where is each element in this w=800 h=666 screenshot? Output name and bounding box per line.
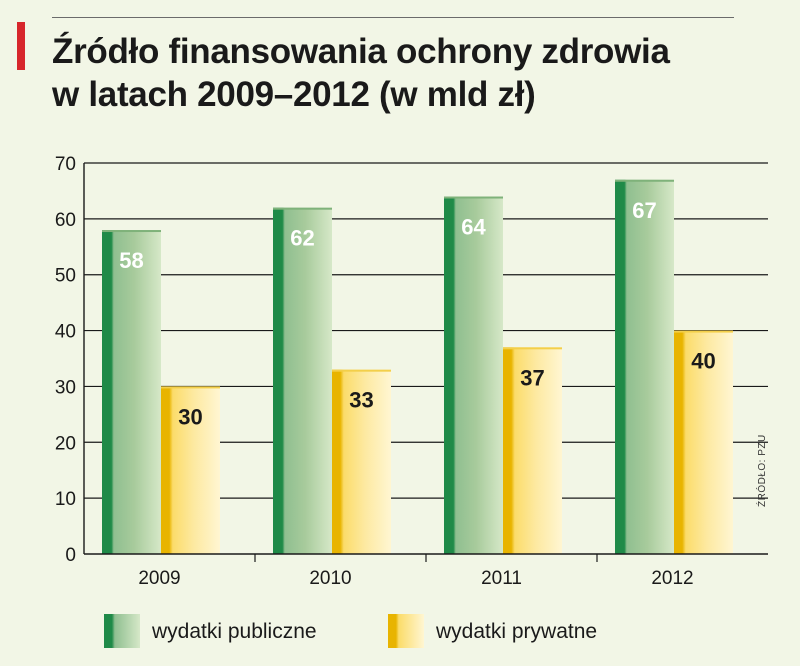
y-tick-label: 10 xyxy=(55,489,76,510)
bar-top-edge xyxy=(503,347,562,350)
x-tick-label: 2012 xyxy=(651,568,693,589)
bar-top-edge xyxy=(273,207,332,210)
top-rule xyxy=(52,17,734,18)
bar-top-edge xyxy=(615,179,674,182)
legend-swatch-private xyxy=(388,614,424,648)
y-tick-label: 30 xyxy=(55,377,76,398)
data-label-private-2011: 37 xyxy=(520,365,544,390)
legend-label-public: wydatki publiczne xyxy=(152,620,317,643)
bar-top-edge xyxy=(332,369,391,372)
title-accent-bar xyxy=(17,22,25,70)
y-tick-label: 50 xyxy=(55,266,76,287)
legend-label-private: wydatki prywatne xyxy=(436,620,598,643)
bar-top-edge xyxy=(674,330,733,333)
y-tick-label: 60 xyxy=(55,210,76,231)
bar-private-2011 xyxy=(503,347,562,554)
y-tick-label: 70 xyxy=(55,154,76,175)
bar-top-edge xyxy=(102,230,161,233)
data-label-public-2009: 58 xyxy=(119,248,143,273)
chart-title-line-2: w latach 2009–2012 (w mld zł) xyxy=(52,75,536,114)
bar-public-2010 xyxy=(273,207,332,554)
data-label-private-2012: 40 xyxy=(691,349,715,374)
bar-public-2012 xyxy=(615,179,674,554)
bar-public-2009 xyxy=(102,230,161,554)
bar-public-2011 xyxy=(444,196,503,554)
bar-private-2012 xyxy=(674,330,733,554)
data-label-public-2010: 62 xyxy=(290,226,314,251)
chart-title-line-1: Źródło finansowania ochrony zdrowia xyxy=(52,32,670,71)
x-tick-label: 2010 xyxy=(309,568,351,589)
bar-top-edge xyxy=(444,196,503,199)
chart-title: Źródło finansowania ochrony zdrowia w la… xyxy=(52,30,752,116)
data-label-public-2011: 64 xyxy=(461,215,486,240)
y-tick-label: 0 xyxy=(65,545,76,566)
y-tick-label: 40 xyxy=(55,322,76,343)
source-note: ŹRÓDŁO: PZU xyxy=(757,434,768,507)
y-tick-label: 20 xyxy=(55,433,76,454)
legend-swatch-public xyxy=(104,614,140,648)
data-label-private-2009: 30 xyxy=(178,404,202,429)
x-tick-label: 2011 xyxy=(481,568,522,589)
bar-top-edge xyxy=(161,386,220,389)
data-label-private-2010: 33 xyxy=(349,388,373,413)
bar-private-2010 xyxy=(332,369,391,554)
bar-private-2009 xyxy=(161,386,220,554)
data-label-public-2012: 67 xyxy=(632,198,656,223)
x-tick-label: 2009 xyxy=(138,568,180,589)
